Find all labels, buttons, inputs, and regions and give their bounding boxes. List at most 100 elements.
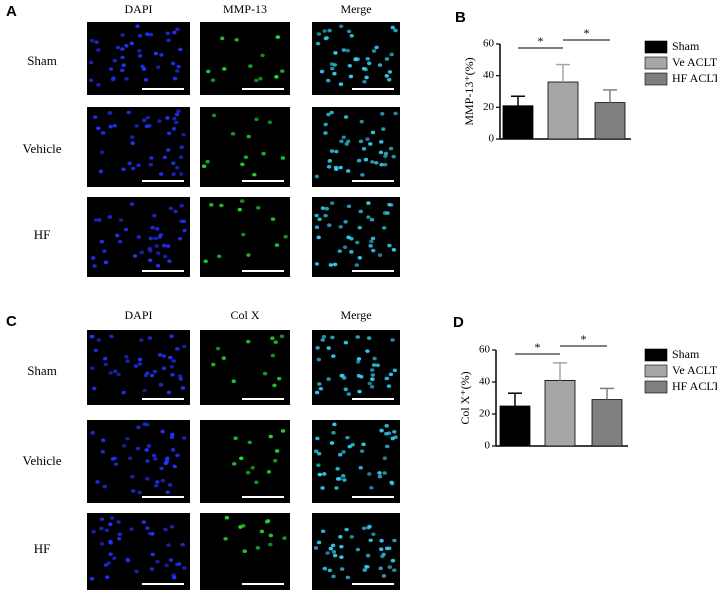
nucleus <box>391 247 397 252</box>
nucleus <box>175 69 180 73</box>
nucleus <box>240 199 245 203</box>
nucleus <box>392 568 397 573</box>
nucleus <box>174 562 180 567</box>
nucleus <box>367 381 372 386</box>
nucleus <box>361 442 366 447</box>
nucleus <box>149 567 155 571</box>
nucleus <box>215 346 221 351</box>
nucleus <box>169 365 175 369</box>
bar <box>544 379 576 447</box>
nucleus <box>155 226 160 231</box>
nucleus <box>390 338 395 342</box>
nucleus <box>168 355 173 360</box>
nucleus <box>377 471 382 475</box>
nucleus <box>254 78 259 83</box>
nucleus <box>315 41 321 46</box>
nucleus <box>88 60 94 65</box>
nucleus <box>323 213 328 218</box>
nucleus <box>327 568 333 573</box>
nucleus <box>108 371 113 375</box>
nucleus <box>346 29 352 34</box>
bar <box>547 81 579 140</box>
nucleus <box>379 428 384 433</box>
nucleus <box>135 24 140 28</box>
image-background <box>87 420 190 503</box>
nucleus <box>280 429 286 433</box>
nucleus <box>117 239 123 244</box>
nucleus <box>135 446 141 451</box>
micrograph <box>312 513 400 590</box>
nucleus <box>254 117 259 122</box>
nucleus <box>379 140 384 144</box>
nucleus <box>366 201 371 205</box>
nucleus <box>346 392 352 396</box>
significance-label: * <box>581 332 587 346</box>
nucleus <box>149 156 154 160</box>
nucleus <box>145 115 150 120</box>
significance-label: * <box>535 340 541 354</box>
nucleus <box>104 528 110 533</box>
nucleus <box>393 111 398 116</box>
nucleus <box>339 373 344 378</box>
nucleus <box>385 211 390 215</box>
nucleus <box>358 139 364 144</box>
nucleus <box>342 376 347 380</box>
nucleus <box>338 534 343 539</box>
nucleus <box>374 160 379 165</box>
nucleus <box>369 217 375 222</box>
nucleus <box>220 36 225 41</box>
nucleus <box>154 244 159 248</box>
nucleus <box>91 529 96 534</box>
nucleus <box>123 227 129 232</box>
nucleus <box>163 461 169 466</box>
nucleus <box>361 66 367 71</box>
nucleus <box>137 357 143 362</box>
nucleus <box>370 373 376 377</box>
nucleus <box>332 71 337 76</box>
nucleus <box>356 357 362 361</box>
nucleus <box>147 246 152 251</box>
nucleus <box>277 376 282 381</box>
nucleus <box>115 233 120 238</box>
nucleus <box>171 359 176 363</box>
nucleus <box>261 151 266 156</box>
nucleus <box>167 483 173 487</box>
nucleus <box>165 244 171 248</box>
nucleus <box>155 559 160 564</box>
nucleus <box>383 154 388 158</box>
nucleus <box>392 538 397 543</box>
nucleus <box>245 339 251 344</box>
nucleus <box>381 552 386 557</box>
nucleus <box>378 150 384 155</box>
y-tick-label: 0 <box>489 133 495 145</box>
nucleus <box>182 436 187 440</box>
nucleus <box>265 519 271 523</box>
nucleus <box>141 118 147 123</box>
nucleus <box>386 431 392 436</box>
nucleus <box>147 531 153 536</box>
nucleus <box>338 165 343 170</box>
nucleus <box>177 236 183 241</box>
nucleus <box>156 251 161 255</box>
nucleus <box>388 372 394 377</box>
nucleus <box>342 478 347 482</box>
nucleus <box>370 368 375 372</box>
nucleus <box>124 43 129 48</box>
nucleus <box>316 235 321 240</box>
nucleus <box>387 70 393 74</box>
nucleus <box>153 236 158 241</box>
nucleus <box>379 538 384 543</box>
nucleus <box>240 162 245 167</box>
nucleus <box>387 546 392 551</box>
nucleus <box>356 158 362 163</box>
nucleus <box>99 150 105 155</box>
nucleus <box>172 30 177 35</box>
nucleus <box>383 162 388 167</box>
nucleus <box>274 243 280 247</box>
nucleus <box>243 155 249 160</box>
micrograph <box>200 330 290 405</box>
nucleus <box>316 357 322 362</box>
nucleus <box>313 449 319 454</box>
nucleus <box>258 76 263 81</box>
